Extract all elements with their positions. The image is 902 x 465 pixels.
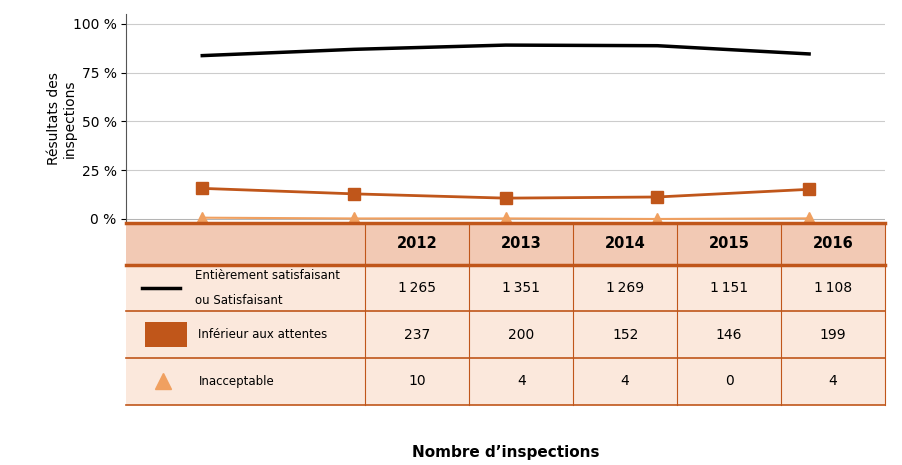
Text: 2012: 2012 — [397, 236, 437, 251]
Text: Inacceptable: Inacceptable — [198, 375, 274, 388]
Text: 2016: 2016 — [812, 236, 852, 251]
Text: ou Satisfaisant: ou Satisfaisant — [195, 294, 282, 307]
Text: 4: 4 — [516, 374, 525, 388]
Bar — [126, 223, 884, 265]
Text: Nombre d’inspections: Nombre d’inspections — [411, 445, 599, 460]
Text: 10: 10 — [408, 374, 426, 388]
Bar — [145, 322, 187, 347]
Text: 199: 199 — [819, 328, 845, 342]
Text: 146: 146 — [715, 328, 741, 342]
Text: Entièrement satisfaisant: Entièrement satisfaisant — [195, 269, 339, 282]
Y-axis label: Résultats des
inspections: Résultats des inspections — [47, 72, 77, 165]
Text: 4: 4 — [620, 374, 629, 388]
Text: 1 269: 1 269 — [605, 281, 643, 295]
Bar — [126, 311, 884, 358]
Text: 4: 4 — [828, 374, 836, 388]
Text: 0: 0 — [724, 374, 732, 388]
Text: 1 151: 1 151 — [709, 281, 747, 295]
Text: Inférieur aux attentes: Inférieur aux attentes — [198, 328, 327, 341]
Bar — [126, 265, 884, 311]
Text: 152: 152 — [612, 328, 638, 342]
Text: 200: 200 — [508, 328, 534, 342]
Text: 2013: 2013 — [501, 236, 541, 251]
Text: 2014: 2014 — [604, 236, 645, 251]
Bar — [126, 358, 884, 405]
Text: 1 108: 1 108 — [813, 281, 851, 295]
Text: 2015: 2015 — [708, 236, 749, 251]
Text: 1 351: 1 351 — [502, 281, 539, 295]
Text: 237: 237 — [404, 328, 430, 342]
Text: 1 265: 1 265 — [398, 281, 436, 295]
